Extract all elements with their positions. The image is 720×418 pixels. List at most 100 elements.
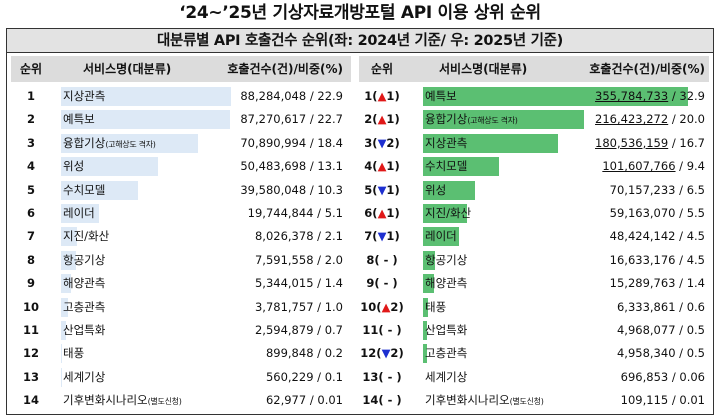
rank-number: 6 — [26, 205, 35, 220]
calls-cell: 216,423,272 / 20.0 — [557, 108, 705, 131]
table-row: 14( - ) 기후변화시나리오(별도신청) 109,115 / 0.01 — [359, 389, 709, 412]
rank-change-paren: ) — [392, 276, 398, 291]
share-bar — [423, 227, 460, 247]
share-bar — [61, 344, 63, 364]
rank-cell: 13( - ) — [359, 366, 405, 389]
rank-cell: 2 — [11, 108, 51, 131]
service-name: 산업특화 — [425, 322, 468, 337]
share-bar — [61, 133, 198, 153]
table-row: 13( - ) 세계기상 696,853 / 0.06 — [359, 366, 709, 389]
call-count: 6,333,861 — [616, 299, 676, 314]
rank-number: 11 — [362, 322, 379, 337]
rank-cell: 7 — [11, 225, 51, 248]
value-separator: / — [668, 112, 680, 127]
share-percent: 0.2 — [324, 346, 343, 361]
rank-change-paren: ) — [398, 299, 404, 314]
calls-header: 호출건수(건)/비중(%) — [589, 62, 705, 76]
table-row: 4(▲1) 수치모델 101,607,766 / 9.4 — [359, 155, 709, 178]
rank-number: 5 — [26, 182, 35, 197]
service-name-cell: 항공기상 — [63, 249, 105, 272]
rank-number: 7 — [26, 229, 35, 244]
right-panel-2025: 순위 서비스명(대분류) 호출건수(건)/비중(%) 1(▲1) 예특보 355,7… — [359, 56, 709, 412]
rank-cell: 11( - ) — [359, 319, 405, 342]
up-arrow-icon: ▲ — [377, 89, 387, 103]
service-name: 수치모델 — [63, 182, 106, 197]
service-name-cell: 수치모델 — [425, 155, 467, 178]
service-name: 태풍 — [63, 346, 85, 361]
value-separator: / — [668, 369, 680, 384]
service-name: 지진/화산 — [63, 229, 110, 244]
value-separator: / — [675, 205, 687, 220]
share-bar — [61, 87, 232, 106]
rank-cell: 1 — [11, 85, 51, 108]
service-subname: (고해상도 격자) — [105, 139, 156, 149]
value-separator: / — [675, 182, 687, 197]
up-arrow-icon: ▲ — [377, 205, 387, 220]
service-name: 기후변화시나리오 — [63, 393, 148, 408]
left-header-row: 순위 서비스명(대분류) 호출건수(건)/비중(%) — [11, 56, 351, 82]
rank-change-paren: ) — [398, 346, 404, 361]
up-arrow-icon: ▲ — [377, 112, 387, 127]
share-bar — [423, 157, 499, 177]
share-percent: 16.7 — [679, 135, 705, 150]
rank-number: 13 — [22, 369, 39, 384]
call-count: 7,591,558 — [254, 252, 314, 267]
calls-cell: 6,333,861 / 0.6 — [557, 296, 705, 319]
rank-change-paren: ) — [396, 393, 402, 408]
down-arrow-icon: ▼ — [377, 135, 387, 150]
table-row: 8( - ) 항공기상 16,633,176 / 4.5 — [359, 249, 709, 272]
rank-change-paren: ( — [374, 276, 380, 291]
rank-change-paren: ( — [376, 346, 382, 361]
call-count: 16,633,176 — [609, 252, 676, 267]
service-name-cell: 지진/화산 — [63, 225, 109, 248]
calls-cell: 696,853 / 0.06 — [557, 366, 705, 389]
share-bar — [61, 274, 72, 294]
share-percent: 0.5 — [686, 322, 705, 337]
rank-number: 2 — [364, 112, 373, 127]
rank-cell: 9 — [11, 272, 51, 295]
rank-number: 14 — [22, 393, 39, 408]
rank-change-paren: ( — [372, 159, 378, 174]
service-name-cell: 지상관측 — [63, 85, 105, 108]
service-name: 세계기상 — [425, 369, 468, 384]
value-separator: / — [313, 205, 325, 220]
share-bar — [423, 274, 435, 294]
down-arrow-icon: ▼ — [381, 346, 391, 361]
value-separator: / — [313, 276, 325, 291]
share-bar — [423, 320, 428, 340]
table-row: 11 산업특화 2,594,879 / 0.7 — [11, 319, 351, 342]
table-row: 6(▲1) 지진/화산 59,163,070 / 5.5 — [359, 202, 709, 225]
call-count: 109,115 — [620, 393, 669, 408]
rank-cell: 5 — [11, 179, 51, 202]
service-name-cell: 지상관측 — [425, 132, 467, 155]
rank-number: 14 — [362, 393, 379, 408]
calls-cell: 70,890,994 / 18.4 — [201, 132, 343, 155]
share-percent: 22.7 — [317, 112, 343, 127]
share-percent: 0.06 — [679, 369, 705, 384]
service-name: 항공기상 — [425, 252, 468, 267]
call-count: 696,853 — [620, 369, 669, 384]
rank-change: 2 — [386, 135, 395, 150]
rank-change: - — [383, 369, 397, 384]
right-rows: 1(▲1) 예특보 355,784,733 / 32.9 2(▲1) 융합기상(고해상도… — [359, 85, 709, 412]
rank-number: 1 — [364, 89, 373, 103]
service-name: 기후변화시나리오 — [425, 393, 510, 408]
call-count: 8,026,378 — [254, 229, 314, 244]
share-percent: 0.01 — [317, 393, 343, 408]
value-separator: / — [306, 135, 318, 150]
service-name: 지진/화산 — [425, 205, 472, 220]
share-bar — [61, 297, 69, 317]
rank-cell: 8 — [11, 249, 51, 272]
left-rows: 1 지상관측 88,284,048 / 22.9 2 예특보 87,270,617 / 2… — [11, 85, 351, 412]
right-header-row: 순위 서비스명(대분류) 호출건수(건)/비중(%) — [359, 56, 709, 82]
service-name-cell: 레이더 — [425, 225, 457, 248]
rank-change-paren: ( — [378, 393, 384, 408]
rank-number: 6 — [364, 205, 373, 220]
table-row: 10(▲2) 태풍 6,333,861 / 0.6 — [359, 296, 709, 319]
share-percent: 0.1 — [324, 369, 343, 384]
calls-header: 호출건수(건)/비중(%) — [227, 62, 343, 76]
calls-cell: 3,781,757 / 1.0 — [201, 296, 343, 319]
share-percent: 13.1 — [317, 159, 343, 174]
service-name-cell: 고층관측 — [63, 296, 105, 319]
service-name-cell: 융합기상(고해상도 격자) — [63, 132, 156, 156]
